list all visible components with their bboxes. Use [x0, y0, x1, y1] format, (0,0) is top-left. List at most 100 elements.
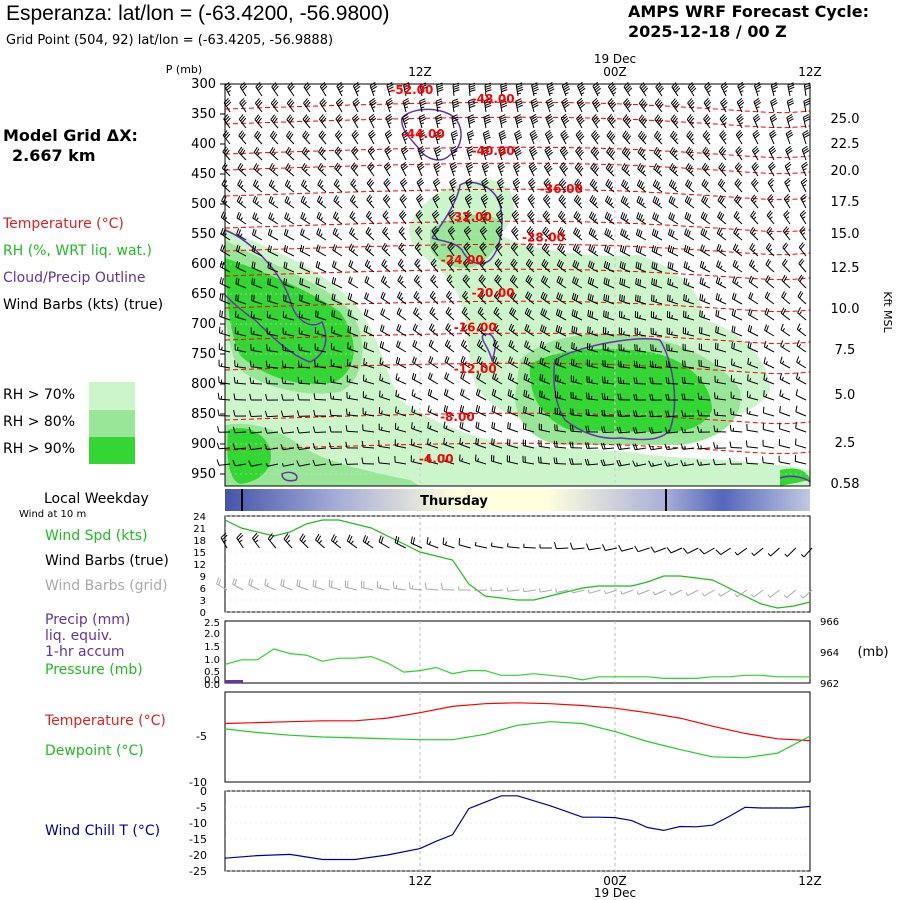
wind-barb-grid: [701, 589, 715, 597]
wind-barb-grid: [408, 581, 423, 591]
wind-tick-label: 6: [200, 584, 206, 595]
temperature-tick-label: -10: [189, 776, 207, 789]
precip-bar: [225, 680, 243, 683]
wind-barb-grid: [458, 586, 471, 591]
legend-rh70-swatch: [89, 382, 135, 410]
wind-barb-grid: [506, 587, 520, 592]
isotherm-line: [224, 268, 811, 281]
isotherm-line: [224, 300, 811, 313]
wind-barb-true: [734, 547, 748, 556]
label-pressure: Pressure (mb): [45, 662, 143, 678]
wind-barb-grid: [344, 580, 358, 591]
model-grid-info: Model Grid ΔX: 2.667 km: [3, 126, 138, 166]
wind-barb-true: [507, 543, 520, 549]
isotherm-label: -44.00: [402, 127, 445, 141]
label-liq: liq. equiv.: [45, 628, 113, 644]
wind-barb-grid: [474, 586, 488, 591]
wind-chill-tick-label: -5: [196, 801, 207, 814]
legend-rh90-label: RH > 90%: [3, 441, 76, 457]
wind-barb-grid: [522, 588, 536, 593]
isotherm-label: -40.00: [472, 144, 515, 158]
wind-barb-grid: [751, 589, 764, 598]
cloud-outline: [481, 333, 496, 363]
isotherm-line: [224, 101, 811, 114]
profile-frame: [224, 83, 811, 487]
pressure-tick-label: 800: [191, 377, 216, 392]
wind-barb-true: [699, 547, 715, 555]
isotherm-label: -32.00: [449, 210, 492, 224]
precip-tick-label: 1.0: [204, 655, 220, 666]
wind-barb-true: [767, 547, 780, 557]
height-tick-label: 20.0: [831, 164, 860, 179]
height-tick-label: 15.0: [831, 227, 860, 242]
model-grid-value: 2.667 km: [12, 146, 96, 165]
wind-barb-grid: [571, 589, 585, 594]
precip-tick-label: 0.0: [204, 680, 220, 691]
wind-tick-label: 0: [200, 608, 206, 619]
wind-chill-panel-frame: [224, 790, 811, 872]
wind-barb-true: [618, 544, 634, 552]
wind-barb-true: [554, 541, 569, 550]
wind-chill-tick-label: -15: [189, 833, 207, 846]
isotherm-line: [224, 412, 811, 425]
wind-barb-true: [490, 542, 504, 549]
height-tick-label: 2.5: [835, 436, 856, 451]
wind-barb-grid: [620, 589, 634, 595]
isotherm-label: -4.00: [419, 452, 454, 466]
precip-panel-frame: [224, 620, 811, 684]
precip-tick-label: 2.5: [204, 618, 220, 629]
page-title: Esperanza: lat/lon = (-63.4200, -56.9800…: [6, 2, 390, 25]
wind-chill-line: [224, 795, 811, 861]
pressure-tick-label: 550: [191, 227, 216, 242]
temperature-tick-label: -5: [196, 730, 207, 743]
wind-barb-true: [539, 544, 552, 549]
wind-barb-true: [634, 545, 650, 553]
pressure-tick-label: 900: [191, 437, 216, 452]
wind-barb-true: [715, 547, 732, 555]
wind-barb-true: [267, 533, 277, 549]
temperature-line: [224, 702, 811, 742]
wind-chill-tick-label: -10: [189, 817, 207, 830]
isotherm-label: -8.00: [440, 410, 475, 424]
wind-barb-grid: [232, 577, 244, 591]
wind-tick-label: 24: [193, 512, 206, 523]
wind-barb-true: [236, 532, 244, 549]
weekday-name: Thursday: [420, 494, 488, 509]
wind-barb-grid: [392, 581, 406, 591]
height-tick-label: 0.58: [831, 477, 860, 492]
wind-barb-grid: [376, 581, 390, 591]
pressure-tick-label: 650: [191, 287, 216, 302]
isotherm-label: -16.00: [454, 321, 497, 335]
isotherm-label: -12.00: [454, 362, 497, 376]
wind-barb-grid: [360, 580, 374, 591]
pressure-tick-label: 400: [191, 137, 216, 152]
wind-barb-grid: [539, 588, 553, 593]
wind-barb-true: [362, 534, 374, 549]
wind-barb-grid: [636, 589, 650, 595]
cloud-outline: [401, 108, 462, 161]
pressure-tick-label: 500: [191, 197, 216, 212]
isotherm-label: -36.00: [540, 182, 583, 196]
wind-tick-label: 12: [193, 560, 206, 571]
bottom-time-label: 12Z: [408, 874, 432, 888]
precip-tick-label: 1.5: [204, 642, 220, 653]
wind-panel-frame: [224, 515, 811, 613]
height-tick-label: 25.0: [831, 112, 860, 127]
wind-chill-tick-label: -20: [189, 849, 207, 862]
legend-rh90-swatch: [89, 437, 135, 464]
isotherm-line: [224, 116, 811, 129]
wind-barb-true: [650, 546, 666, 553]
wind-barb-true: [378, 535, 390, 549]
height-tick-label: 22.5: [831, 137, 860, 152]
pressure-tick-label: 962: [820, 679, 839, 690]
precip-tick-label: 0.0: [204, 675, 220, 686]
pressure-tick-label: 300: [191, 77, 216, 92]
isotherm-line: [224, 362, 811, 375]
wind-tick-label: 9: [200, 572, 206, 583]
wind-barb-true: [220, 532, 228, 549]
wind-chill-tick-label: 0: [200, 785, 207, 798]
wind-barb-grid: [280, 578, 293, 591]
label-wind-barbs-grid: Wind Barbs (grid): [45, 578, 168, 594]
